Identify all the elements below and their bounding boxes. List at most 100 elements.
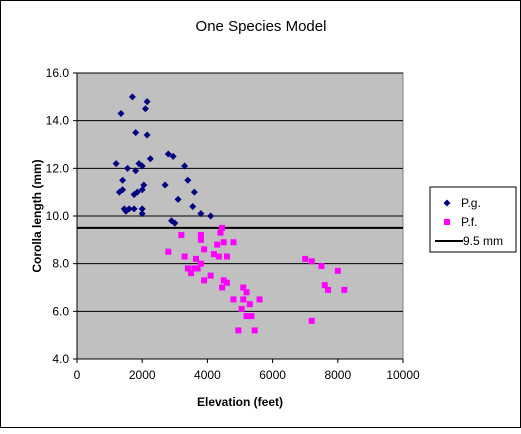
x-tick-label: 4000 [194,368,221,382]
data-point-pg [181,162,189,170]
data-point-pf [251,327,258,334]
data-point-pf [201,277,208,284]
data-point-pg [143,131,151,139]
legend-label: P.g. [461,196,481,210]
data-point-pf [230,239,237,246]
data-point-pf [223,253,230,260]
y-tick-label: 4.0 [52,352,69,366]
data-point-pg [132,129,140,137]
data-point-pf [214,241,221,248]
data-point-pf [341,286,348,293]
data-point-pg [207,212,215,220]
data-point-pf [220,277,227,284]
legend-label: 9.5 mm [463,234,503,248]
data-point-pf [188,270,195,277]
data-point-pg [141,105,149,113]
x-tick-label: 10000 [386,368,420,382]
data-point-pf [318,263,325,270]
data-point-pg [174,195,182,203]
data-point-pg [161,181,169,189]
data-point-pf [240,284,247,291]
data-point-pg [119,186,127,194]
axes: 4.0 6.0 8.0 10.0 12.0 14.0 16.0 0 2000 4000 6000 80… [46,66,420,382]
y-tick-label: 6.0 [52,304,69,318]
data-point-pg [125,205,133,213]
data-point-pg [133,188,141,196]
data-point-pf [197,236,204,243]
data-point-pf [181,253,188,260]
legend-marker-pg [443,199,451,207]
data-point-pg [184,176,192,184]
data-point-pf [197,232,204,239]
y-tick-label: 12.0 [46,161,70,175]
data-point-pg [124,164,132,172]
data-point-pf [321,282,328,289]
x-tick-label: 8000 [324,368,351,382]
y-tick-label: 8.0 [52,257,69,271]
x-axis-label: Elevation (feet) [197,395,283,409]
data-point-pg [171,219,179,227]
data-point-pf [194,265,201,272]
data-point-pg [119,176,127,184]
data-point-pf [243,289,250,296]
data-point-pf [197,260,204,267]
data-point-pg [146,155,154,163]
y-tick-label: 14.0 [46,114,70,128]
data-point-pg [117,110,125,118]
legend: P.g. P.f. 9.5 mm [429,186,517,253]
data-point-pf [184,265,191,272]
data-point-pg [197,210,205,218]
x-tick-label: 6000 [259,368,286,382]
data-point-pf [325,286,332,293]
data-point-pf [219,224,226,231]
data-point-pf [235,327,242,334]
data-point-pf [302,255,309,262]
data-point-pg [189,202,197,210]
data-point-pf [178,232,185,239]
data-point-pf [240,296,247,303]
data-point-pf [220,239,227,246]
data-point-pf [243,313,250,320]
data-point-pf [207,272,214,279]
data-point-pf [246,301,253,308]
gridlines [77,72,403,312]
data-point-pg [130,205,138,213]
data-point-pg [138,205,146,213]
data-point-pf [215,253,222,260]
data-point-pf [201,246,208,253]
data-point-pg [138,162,146,170]
data-point-pg [132,167,140,175]
data-point-pg [138,210,146,218]
chart-title: One Species Model [196,18,327,35]
y-tick-label: 16.0 [46,66,70,80]
data-point-pf [219,284,226,291]
data-point-pf [238,305,245,312]
data-point-pf [192,255,199,262]
data-point-pg [143,98,151,106]
data-point-pf [165,248,172,255]
legend-label: P.f. [461,215,477,229]
data-point-pg [190,188,198,196]
data-point-pg [112,160,120,168]
data-point-pf [217,229,224,236]
x-tick-label: 0 [74,368,81,382]
data-point-pg [169,152,177,160]
data-point-pg [128,93,136,101]
data-point-pf [223,279,230,286]
data-point-pf [308,258,315,265]
data-points [112,93,348,334]
data-point-pf [308,317,315,324]
data-point-pf [248,313,255,320]
y-axis-label: Corolla length (mm) [30,159,44,272]
x-tick-label: 2000 [129,368,156,382]
data-point-pf [191,265,198,272]
data-point-pg [140,181,148,189]
data-point-pf [334,267,341,274]
data-point-pg [164,150,172,158]
data-point-pf [256,296,263,303]
data-point-pf [230,296,237,303]
y-tick-label: 10.0 [46,209,70,223]
legend-marker-pf [444,219,450,225]
